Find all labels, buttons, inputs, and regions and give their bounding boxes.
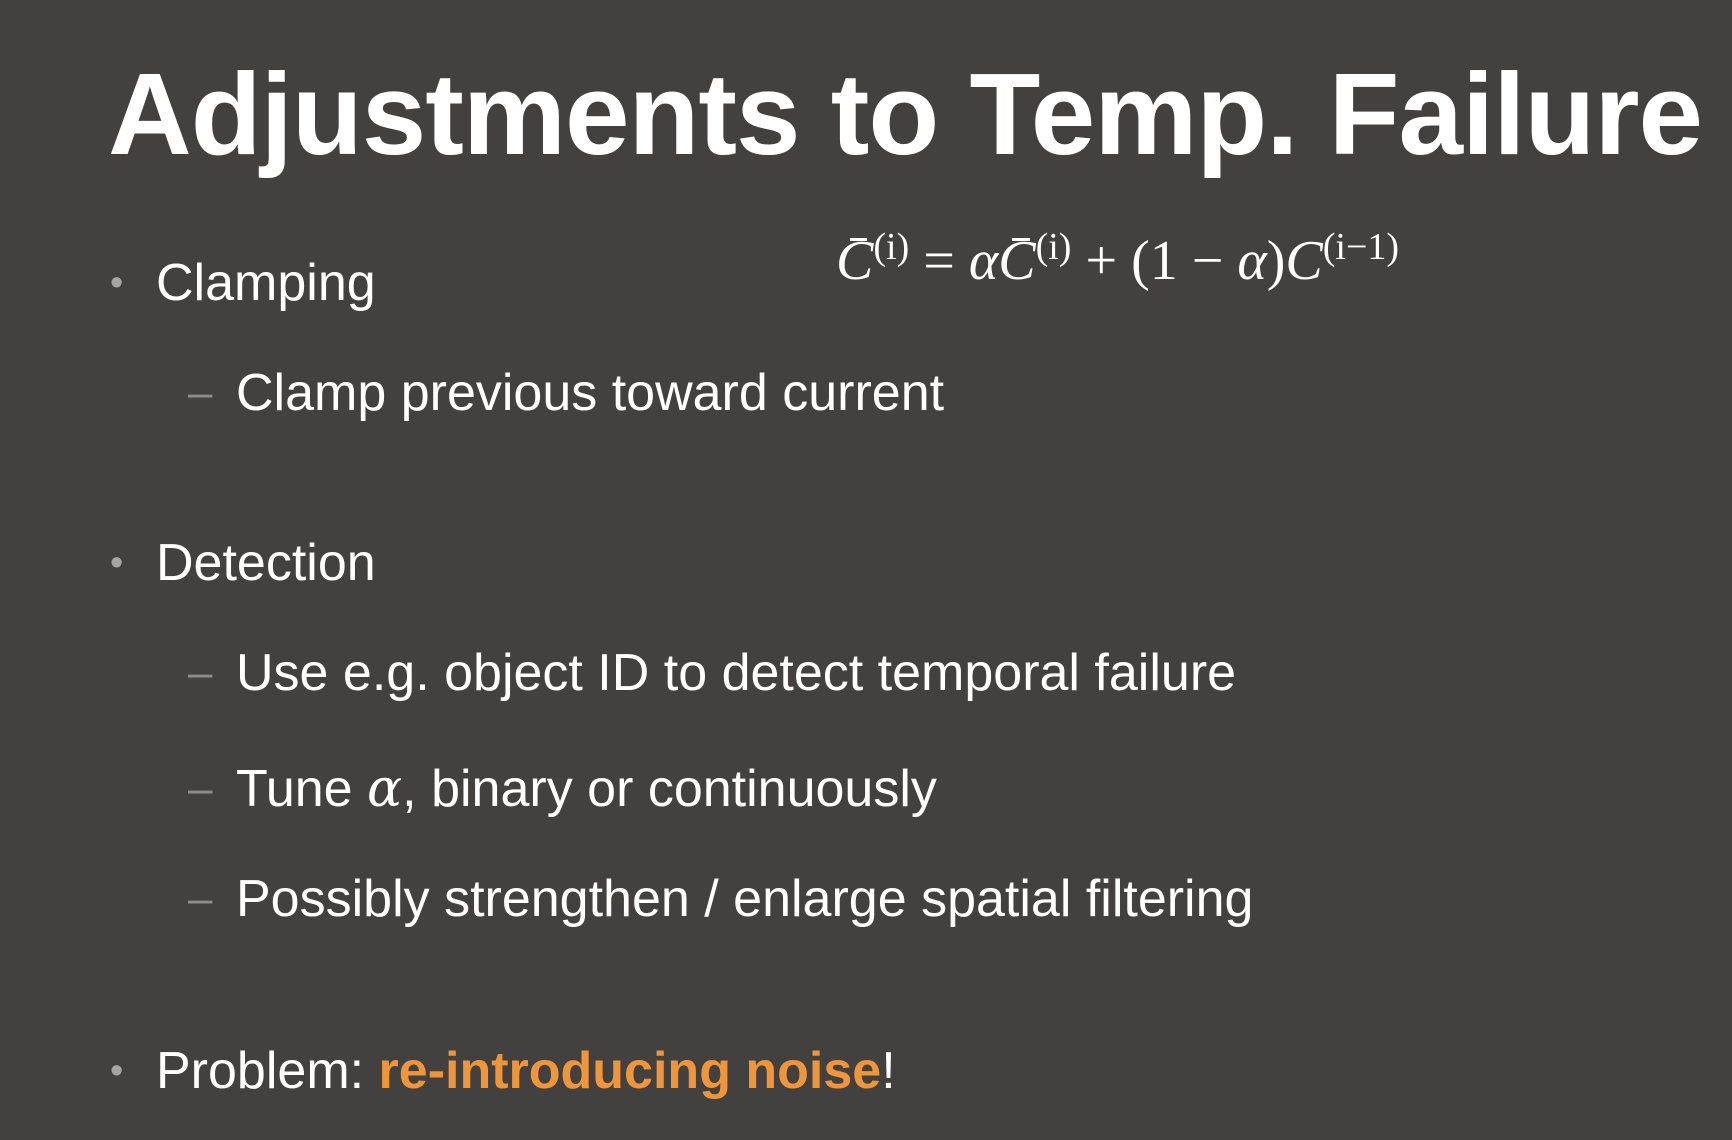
subitem-text: Clamp previous toward current — [236, 364, 945, 422]
rhs1-superscript: (i) — [1035, 226, 1072, 268]
lhs-superscript: (i) — [873, 226, 910, 268]
alpha-symbol: α — [968, 230, 999, 292]
bullet-problem: • Problem: re-introducing noise! — [110, 1040, 896, 1102]
subitem-tune-alpha: – Tune α, binary or continuously — [188, 758, 937, 820]
minus-sign: − — [1191, 230, 1224, 292]
rhs1-c-bar: C — [998, 228, 1035, 295]
dash-icon: – — [188, 764, 213, 813]
bullet-dot-icon: • — [110, 1050, 124, 1092]
temporal-blend-formula: C(i) = αC(i) + (1 − α)C(i−1) — [836, 228, 1399, 295]
highlight-text: re-introducing noise — [378, 1042, 882, 1100]
open-paren-one: (1 — [1131, 230, 1178, 292]
subitem-text: Tune α, binary or continuously — [236, 759, 937, 819]
bullet-text: Problem: re-introducing noise! — [156, 1042, 896, 1100]
dash-icon: – — [188, 368, 213, 417]
subitem-object-id: – Use e.g. object ID to detect temporal … — [188, 642, 1236, 704]
subitem-text: Possibly strengthen / enlarge spatial fi… — [236, 870, 1254, 928]
exclamation: ! — [881, 1042, 896, 1100]
rhs1-symbol: C — [998, 230, 1036, 292]
rhs2-symbol: C — [1285, 230, 1323, 292]
dash-icon: – — [188, 874, 213, 923]
bullet-text: Detection — [156, 534, 376, 592]
lhs-c-bar: C — [836, 228, 873, 295]
bullet-dot-icon: • — [110, 262, 124, 304]
rhs2-superscript: (i−1) — [1322, 226, 1400, 268]
dash-icon: – — [188, 648, 213, 697]
plus-sign: + — [1085, 230, 1118, 292]
slide-title: Adjustments to Temp. Failure — [108, 49, 1703, 179]
subitem-text-after: , binary or continuously — [402, 760, 937, 818]
subitem-spatial-filtering: – Possibly strengthen / enlarge spatial … — [188, 868, 1253, 930]
bullet-detection: • Detection — [110, 532, 376, 594]
subitem-text: Use e.g. object ID to detect temporal fa… — [236, 644, 1237, 702]
bullet-dot-icon: • — [110, 542, 124, 584]
subitem-clamp-previous: – Clamp previous toward current — [188, 362, 944, 424]
lhs-symbol: C — [836, 230, 874, 292]
alpha-math: α — [367, 759, 403, 819]
bullet-text: Clamping — [156, 254, 376, 312]
problem-label: Problem: — [156, 1042, 379, 1100]
alpha-symbol-2: α — [1237, 230, 1267, 292]
equals-sign: = — [923, 230, 955, 292]
bullet-clamping: • Clamping — [110, 252, 376, 314]
close-paren: ) — [1266, 230, 1286, 292]
subitem-text-before: Tune — [236, 760, 368, 818]
